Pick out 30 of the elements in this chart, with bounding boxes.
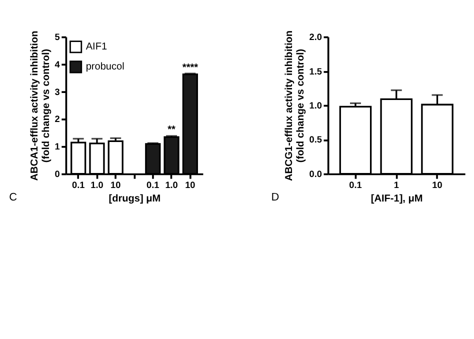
x-tick-label: 1: [394, 180, 399, 190]
y-tick-label: 1: [54, 142, 60, 152]
y-tick-label: 0.0: [309, 168, 322, 179]
x-axis-title: [AIF-1], μM: [370, 194, 423, 205]
x-tick-label: 10: [110, 180, 121, 190]
x-axis-title: [drugs] μM: [108, 194, 161, 205]
y-axis-title: ABCA1-efflux activity inhibition (fold change vs control): [29, 30, 52, 181]
x-tick-label: 10: [432, 180, 442, 190]
y-tick-label: 5: [54, 32, 60, 42]
x-tick-label: 10: [185, 180, 196, 190]
text: C: [9, 191, 18, 204]
x-tick-label: 0.1: [72, 180, 85, 190]
x-tick-label: 0.1: [349, 180, 362, 190]
y-tick-label: 1.0: [309, 100, 322, 110]
legend-label: AIF1: [86, 42, 108, 53]
annotation: ****: [182, 62, 198, 74]
x-tick-label: 1.0: [90, 180, 104, 190]
y-tick-label: 2: [54, 114, 60, 124]
annotation: **: [168, 124, 176, 136]
y-tick-label: 3: [54, 86, 60, 97]
y-tick-label: 1.5: [309, 66, 322, 76]
legend-label: probucol: [86, 62, 124, 73]
y-tick-label: 2.0: [309, 32, 322, 42]
x-tick-label: 0.1: [146, 180, 160, 190]
x-tick-label: 1.0: [165, 180, 178, 190]
y-axis-title: ABCG1-efflux activity inhibition (fold change vs control): [284, 30, 307, 181]
y-tick-label: 4: [54, 59, 61, 70]
y-tick-label: 0: [54, 168, 60, 179]
text: D: [271, 191, 280, 204]
y-tick-label: 0.5: [309, 134, 322, 145]
